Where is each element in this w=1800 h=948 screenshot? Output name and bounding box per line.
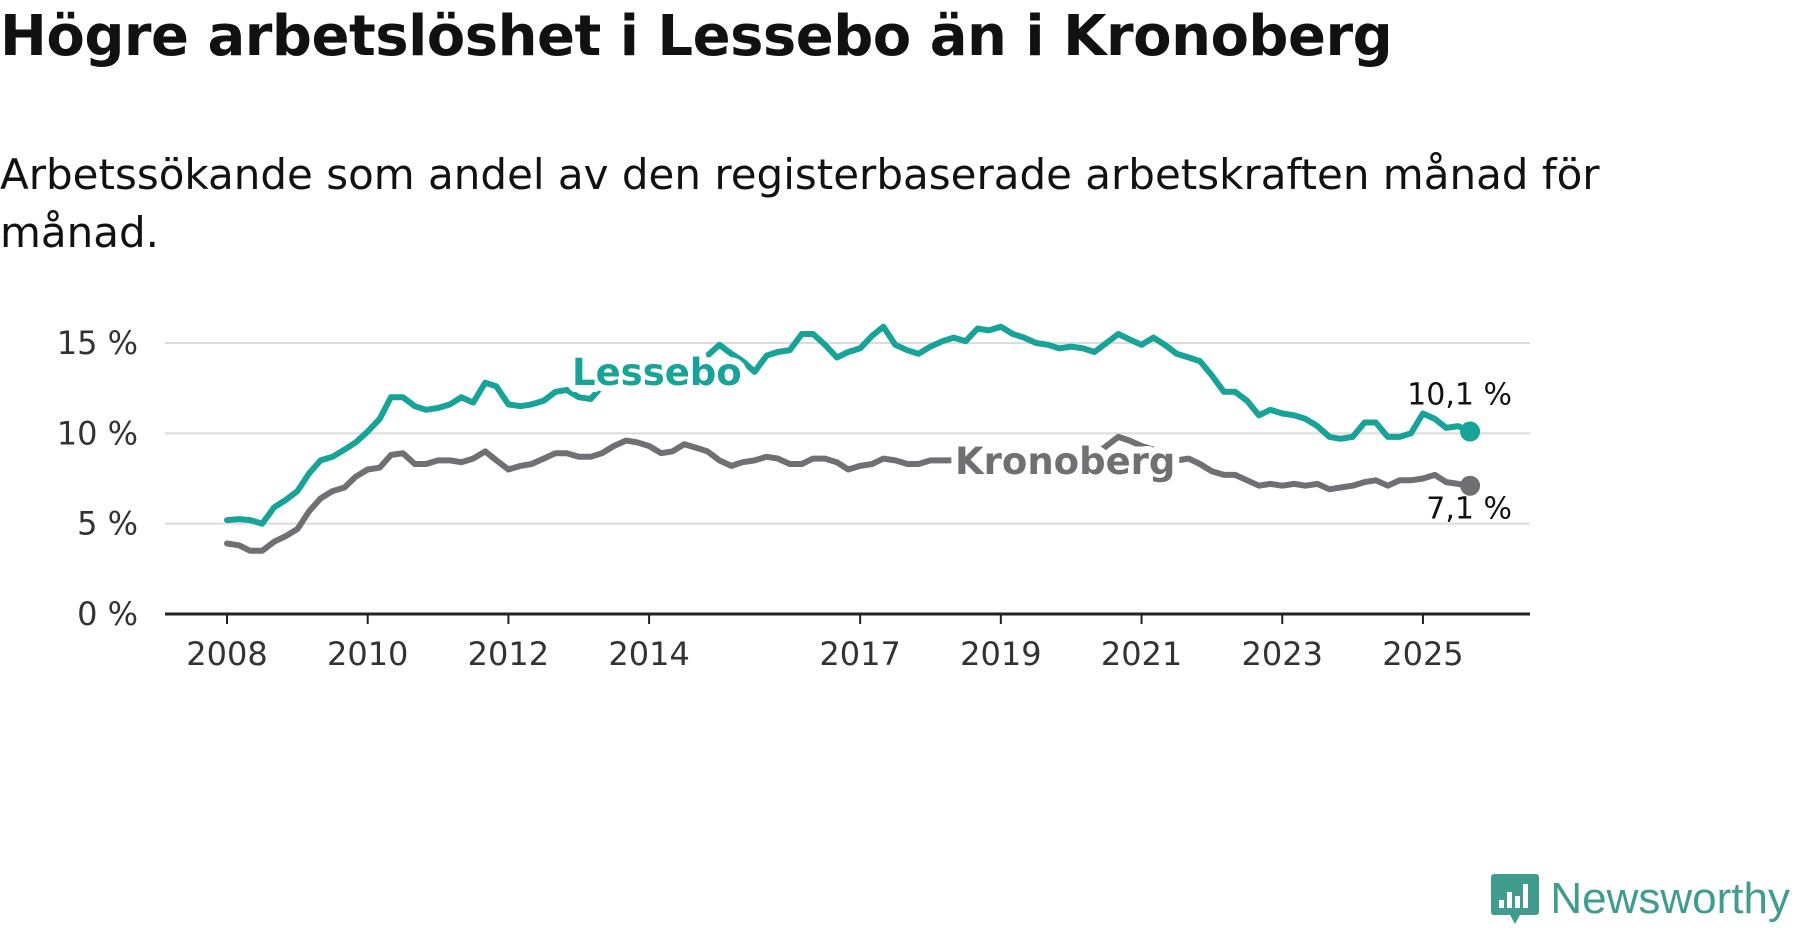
y-tick-label: 10 % [57,414,138,452]
y-tick-label: 0 % [77,595,138,633]
lessebo-end-point [1460,421,1481,442]
lessebo-end-label: 10,1 % [1407,378,1512,413]
logo-text: Newsworthy [1550,874,1790,923]
x-tick-label: 2021 [1101,635,1182,673]
x-tick-label: 2019 [960,635,1041,673]
lessebo-series-label: Lessebo [572,351,742,394]
series-labels: 10,1 %7,1 %LesseboLesseboKronobergKronob… [565,344,1512,527]
series-lines [224,323,1481,554]
kronoberg-end-label: 7,1 % [1426,492,1512,527]
x-axis-labels: 2008 2010 2012 2014 2017 2019 2021 2023 2025 [186,635,1463,673]
x-axis [165,612,1530,624]
kronoberg-end-point [1460,475,1481,496]
newsworthy-logo-icon [1491,874,1540,924]
y-tick-label: 15 % [57,324,138,362]
x-tick-label: 2023 [1242,635,1323,673]
lessebo-label-halo: Lessebo [572,351,742,394]
chart-subtitle: Arbetssökande som andel av den registerb… [0,150,1600,257]
newsworthy-logo: Newsworthy [1490,872,1790,926]
kronoberg-label-halo: Kronoberg [955,440,1175,483]
x-tick-label: 2012 [468,635,549,673]
y-axis-labels: 0 % 5 % 10 % 15 % [57,324,138,633]
x-tick-label: 2014 [608,635,689,673]
gridlines [165,342,1530,525]
x-tick-label: 2025 [1382,635,1463,673]
y-tick-label: 5 % [77,505,138,543]
x-tick-label: 2010 [327,635,408,673]
x-tick-label: 2008 [186,635,267,673]
kronoberg-series-label: Kronoberg [955,440,1175,483]
kronoberg-line [224,433,1474,554]
lessebo-line [224,323,1474,527]
chart-title: Högre arbetslöshet i Lessebo än i Kronob… [0,4,1393,69]
x-tick-label: 2017 [819,635,900,673]
